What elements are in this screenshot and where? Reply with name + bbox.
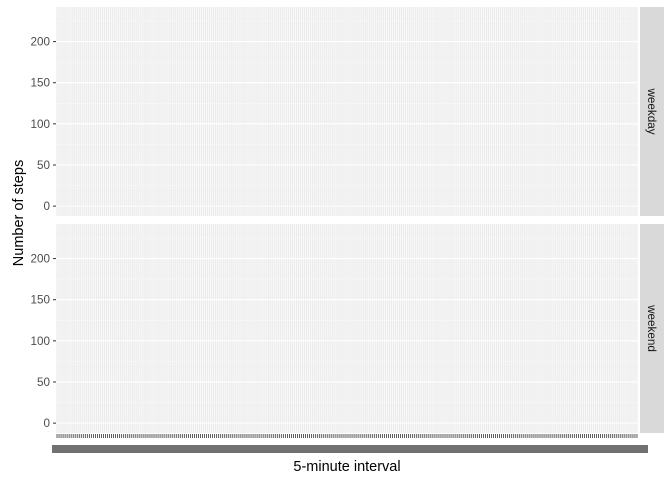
facet-strip-label: weekend bbox=[645, 304, 658, 352]
facet-strip-label: weekday bbox=[645, 87, 658, 134]
x-axis-layer bbox=[52, 434, 648, 453]
panel-background-weekday bbox=[56, 7, 638, 216]
y-tick-label: 100 bbox=[30, 335, 50, 348]
facet-strip-weekday bbox=[640, 7, 664, 216]
y-tick-label: 200 bbox=[30, 253, 50, 266]
x-tick-labels-overplotted bbox=[52, 445, 648, 453]
y-tick-label: 200 bbox=[30, 36, 50, 49]
y-tick-label: 150 bbox=[30, 77, 50, 90]
panels-layer bbox=[56, 7, 638, 433]
y-tick-label: 50 bbox=[37, 159, 51, 172]
y-axis-title: Number of steps bbox=[11, 160, 27, 266]
x-tick-marks bbox=[56, 434, 638, 438]
y-axes-layer: 0 50 100 150 200 0 50 100 150 200 bbox=[30, 36, 56, 430]
panel-background-weekend bbox=[56, 224, 638, 433]
facet-strip-weekend bbox=[640, 224, 664, 433]
strips-layer: weekday weekend bbox=[640, 7, 664, 433]
y-tick-label: 0 bbox=[43, 417, 50, 430]
y-tick-label: 150 bbox=[30, 294, 50, 307]
y-tick-label: 0 bbox=[43, 200, 50, 213]
y-tick-label: 100 bbox=[30, 118, 50, 131]
x-axis-title: 5-minute interval bbox=[293, 459, 400, 475]
y-tick-label: 50 bbox=[37, 376, 51, 389]
